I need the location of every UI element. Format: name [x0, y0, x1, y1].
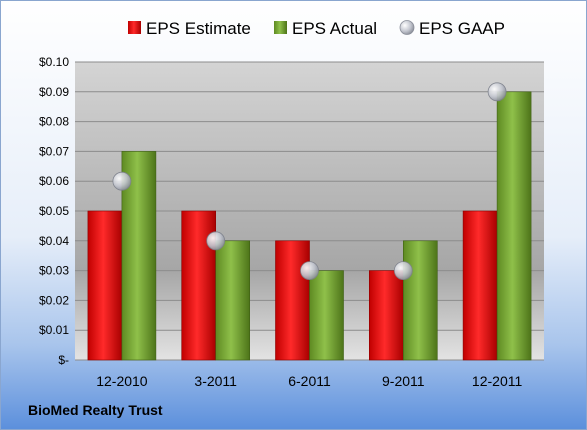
- y-tick-label: $0.03: [39, 264, 69, 278]
- x-axis-label: 9-2011: [382, 373, 425, 389]
- marker-eps-gaap: [300, 261, 319, 281]
- legend-item-estimate: EPS Estimate: [128, 19, 251, 38]
- x-axis-label: 3-2011: [194, 373, 237, 389]
- y-tick-label: $0.04: [39, 234, 69, 248]
- gaap-markers: [112, 82, 507, 281]
- y-tick-label: $0.01: [39, 323, 69, 337]
- y-tick-label: $-: [58, 353, 69, 367]
- legend-marker-gaap: [399, 20, 415, 35]
- y-tick-label: $0.06: [39, 174, 69, 188]
- bar-eps-actual: [215, 240, 250, 361]
- legend: EPS Estimate EPS Actual EPS GAAP: [128, 19, 505, 38]
- bar-eps-actual: [496, 91, 532, 361]
- bar-eps-estimate: [368, 270, 404, 361]
- bar-eps-actual: [309, 270, 344, 361]
- bar-eps-estimate: [462, 210, 498, 361]
- bars: [87, 91, 532, 361]
- legend-item-actual: EPS Actual: [274, 19, 377, 38]
- legend-label-estimate: EPS Estimate: [146, 19, 251, 38]
- y-tick-label: $0.10: [39, 55, 69, 69]
- y-tick-label: $0.09: [39, 85, 69, 99]
- y-tick-label: $0.07: [39, 144, 69, 158]
- x-axis-label: 12-2011: [472, 373, 523, 389]
- marker-eps-gaap: [393, 261, 413, 281]
- y-axis-tick-labels: $- $0.01 $0.02 $0.03 $0.04 $0.05 $0.06 $0.07 $0.…: [39, 55, 69, 367]
- legend-label-actual: EPS Actual: [292, 19, 377, 38]
- bar-eps-estimate: [275, 240, 310, 361]
- marker-eps-gaap: [487, 82, 507, 102]
- y-tick-label: $0.08: [39, 115, 69, 129]
- company-name: BioMed Realty Trust: [28, 402, 163, 418]
- marker-eps-gaap: [112, 171, 132, 191]
- legend-label-gaap: EPS GAAP: [419, 19, 505, 38]
- bar-eps-estimate: [87, 210, 123, 361]
- bar-eps-actual: [402, 240, 438, 361]
- marker-eps-gaap: [206, 231, 226, 251]
- legend-swatch-estimate: [128, 21, 141, 34]
- x-axis-label: 6-2011: [288, 373, 331, 389]
- legend-swatch-actual: [274, 21, 287, 34]
- x-axis-label: 12-2010: [96, 373, 148, 389]
- legend-item-gaap: EPS GAAP: [399, 19, 505, 38]
- y-tick-label: $0.05: [39, 204, 69, 218]
- y-tick-label: $0.02: [39, 293, 69, 307]
- x-axis-labels: 12-2010 3-2011 6-2011 9-2011 12-2011: [96, 373, 522, 389]
